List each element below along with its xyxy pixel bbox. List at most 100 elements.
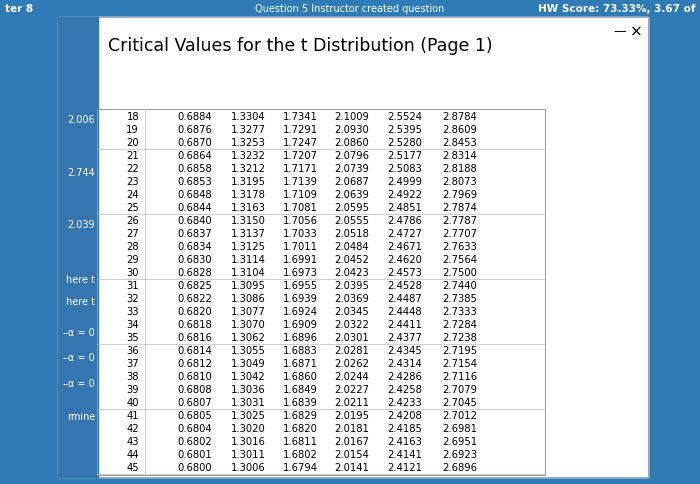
Text: 1.3163: 1.3163 bbox=[230, 203, 265, 213]
Text: 2.4314: 2.4314 bbox=[388, 359, 422, 369]
Text: 0.6858: 0.6858 bbox=[178, 164, 212, 174]
Text: 1.3137: 1.3137 bbox=[230, 229, 265, 239]
Text: 1.3077: 1.3077 bbox=[230, 307, 265, 317]
Text: 0.6840: 0.6840 bbox=[178, 216, 212, 226]
Text: 2.7238: 2.7238 bbox=[442, 333, 477, 343]
Text: 2.0639: 2.0639 bbox=[335, 190, 370, 200]
Bar bbox=[58, 18, 648, 477]
Text: 1.3095: 1.3095 bbox=[230, 281, 265, 291]
Text: 0.6864: 0.6864 bbox=[178, 151, 212, 161]
Text: 1.6871: 1.6871 bbox=[283, 359, 318, 369]
Text: 2.4345: 2.4345 bbox=[388, 346, 422, 356]
Text: 0.6816: 0.6816 bbox=[178, 333, 212, 343]
Text: rmine: rmine bbox=[66, 411, 95, 422]
Text: 1.6973: 1.6973 bbox=[283, 268, 318, 278]
Text: 1.3020: 1.3020 bbox=[230, 424, 265, 434]
Text: 0.6820: 0.6820 bbox=[178, 307, 212, 317]
Text: 0.6870: 0.6870 bbox=[178, 138, 212, 148]
Text: 2.0301: 2.0301 bbox=[335, 333, 370, 343]
Text: 1.7341: 1.7341 bbox=[283, 112, 317, 122]
Text: 1.7081: 1.7081 bbox=[283, 203, 317, 213]
Text: 0.6804: 0.6804 bbox=[178, 424, 212, 434]
Text: 1.6896: 1.6896 bbox=[283, 333, 318, 343]
Text: 43: 43 bbox=[127, 437, 139, 447]
Text: 1.7291: 1.7291 bbox=[282, 125, 318, 135]
Text: 0.6830: 0.6830 bbox=[178, 255, 212, 265]
Text: 25: 25 bbox=[126, 203, 139, 213]
Text: 2.0395: 2.0395 bbox=[335, 281, 370, 291]
Text: 2.8453: 2.8453 bbox=[442, 138, 477, 148]
Text: 1.6924: 1.6924 bbox=[283, 307, 318, 317]
Text: 2.4286: 2.4286 bbox=[388, 372, 422, 382]
Text: 1.6991: 1.6991 bbox=[282, 255, 318, 265]
Text: 2.0244: 2.0244 bbox=[335, 372, 370, 382]
Text: 41: 41 bbox=[127, 410, 139, 421]
Text: 2.7787: 2.7787 bbox=[442, 216, 477, 226]
Text: 2.7969: 2.7969 bbox=[442, 190, 477, 200]
Text: 1.3195: 1.3195 bbox=[230, 177, 265, 187]
Text: 1.3006: 1.3006 bbox=[230, 463, 265, 472]
Text: 2.6951: 2.6951 bbox=[442, 437, 477, 447]
Text: 1.6883: 1.6883 bbox=[283, 346, 317, 356]
Text: Question 5 Instructor created question: Question 5 Instructor created question bbox=[256, 4, 444, 14]
Text: 2.4487: 2.4487 bbox=[388, 294, 422, 304]
Text: 0.6834: 0.6834 bbox=[178, 242, 212, 252]
Text: 0.6807: 0.6807 bbox=[178, 398, 212, 408]
Text: 0.6810: 0.6810 bbox=[178, 372, 212, 382]
Text: 1.3011: 1.3011 bbox=[230, 450, 265, 459]
Text: 0.6853: 0.6853 bbox=[178, 177, 212, 187]
Text: 36: 36 bbox=[127, 346, 139, 356]
Text: 2.8073: 2.8073 bbox=[442, 177, 477, 187]
Text: 2.4528: 2.4528 bbox=[388, 281, 422, 291]
Text: 2.4671: 2.4671 bbox=[388, 242, 423, 252]
Text: 20: 20 bbox=[127, 138, 139, 148]
Text: 1.3036: 1.3036 bbox=[230, 385, 265, 394]
Text: 2.7012: 2.7012 bbox=[442, 410, 477, 421]
Text: 2.0860: 2.0860 bbox=[335, 138, 370, 148]
Text: 2.8314: 2.8314 bbox=[442, 151, 477, 161]
Text: 1.7247: 1.7247 bbox=[283, 138, 318, 148]
Text: HW Score: 73.33%, 3.67 of: HW Score: 73.33%, 3.67 of bbox=[538, 4, 695, 14]
Text: 2.0796: 2.0796 bbox=[335, 151, 370, 161]
Text: 2.0595: 2.0595 bbox=[335, 203, 370, 213]
Text: 2.0154: 2.0154 bbox=[335, 450, 370, 459]
Text: 0.6837: 0.6837 bbox=[178, 229, 212, 239]
Text: 1.3104: 1.3104 bbox=[230, 268, 265, 278]
Text: 0.6848: 0.6848 bbox=[178, 190, 212, 200]
Text: Critical Values for the t Distribution (Page 1): Critical Values for the t Distribution (… bbox=[108, 37, 493, 55]
Text: 2.4448: 2.4448 bbox=[388, 307, 422, 317]
Text: 1.7139: 1.7139 bbox=[283, 177, 318, 187]
Text: 0.6844: 0.6844 bbox=[178, 203, 212, 213]
Text: 1.3150: 1.3150 bbox=[230, 216, 265, 226]
Text: 28: 28 bbox=[127, 242, 139, 252]
Text: 2.0555: 2.0555 bbox=[335, 216, 370, 226]
Text: 2.7079: 2.7079 bbox=[442, 385, 477, 394]
Text: 1.3070: 1.3070 bbox=[230, 320, 265, 330]
Text: 21: 21 bbox=[126, 151, 139, 161]
Text: 2.006: 2.006 bbox=[67, 115, 95, 125]
Text: 32: 32 bbox=[127, 294, 139, 304]
Text: 2.4727: 2.4727 bbox=[388, 229, 423, 239]
Text: 1.6802: 1.6802 bbox=[283, 450, 317, 459]
Text: 2.0281: 2.0281 bbox=[335, 346, 370, 356]
Text: 0.6825: 0.6825 bbox=[178, 281, 212, 291]
Text: 2.4377: 2.4377 bbox=[388, 333, 422, 343]
Text: 1.3304: 1.3304 bbox=[231, 112, 265, 122]
Text: 2.0167: 2.0167 bbox=[335, 437, 370, 447]
Text: 1.6939: 1.6939 bbox=[283, 294, 318, 304]
Text: 18: 18 bbox=[127, 112, 139, 122]
Bar bbox=[58, 18, 648, 477]
Text: 2.7154: 2.7154 bbox=[442, 359, 477, 369]
Text: 0.6800: 0.6800 bbox=[178, 463, 212, 472]
Bar bbox=[97, 110, 545, 475]
Text: 1.3125: 1.3125 bbox=[230, 242, 265, 252]
Text: 2.6896: 2.6896 bbox=[442, 463, 477, 472]
Text: 0.6828: 0.6828 bbox=[178, 268, 212, 278]
Text: –α = 0: –α = 0 bbox=[63, 353, 95, 363]
Text: ter 8: ter 8 bbox=[5, 4, 33, 14]
Text: 0.6805: 0.6805 bbox=[178, 410, 212, 421]
Text: 31: 31 bbox=[127, 281, 139, 291]
Text: 2.0452: 2.0452 bbox=[335, 255, 370, 265]
Text: 0.6814: 0.6814 bbox=[178, 346, 212, 356]
Text: 26: 26 bbox=[126, 216, 139, 226]
